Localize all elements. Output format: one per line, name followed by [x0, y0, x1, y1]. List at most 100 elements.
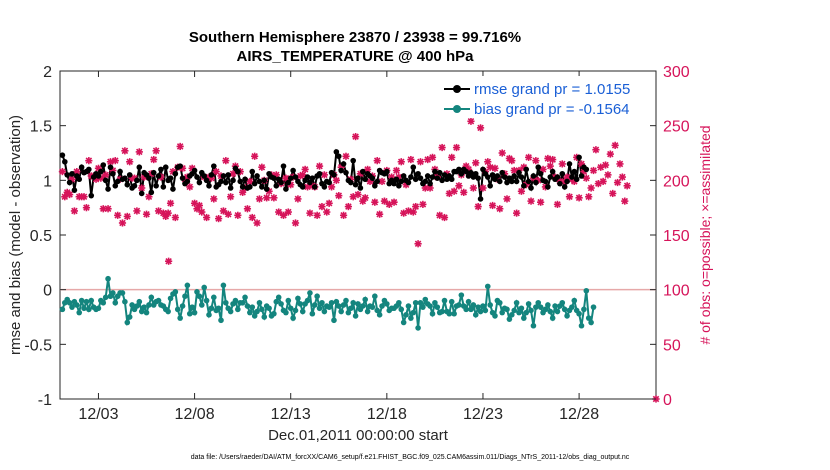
bias-point: [427, 303, 433, 309]
rmse-point: [124, 181, 131, 188]
bias-point: [417, 299, 424, 306]
right-y-axis: 0 50 100 150 200 250 300: [650, 64, 690, 409]
rmse-point: [357, 185, 364, 191]
rmse-point: [484, 174, 491, 180]
rmse-point: [95, 173, 102, 179]
right-y-axis-label: # of obs: o=possible; ×=assimilated: [697, 125, 713, 344]
bias-point: [472, 312, 479, 318]
obs-count-point: [85, 157, 93, 165]
rmse-point: [201, 173, 207, 179]
obs-count-point: [479, 184, 487, 192]
rmse-point: [360, 168, 366, 175]
obs-count-point: [609, 189, 617, 198]
obs-count-point: [198, 208, 206, 216]
bias-point: [347, 305, 354, 312]
bias-point: [352, 313, 359, 319]
bias-point: [576, 310, 582, 317]
bias-point: [95, 305, 102, 312]
rmse-point: [155, 173, 162, 179]
rmse-point: [391, 180, 397, 187]
bias-point: [186, 310, 193, 317]
rmse-point: [287, 175, 294, 181]
rmse-point: [259, 184, 265, 190]
bias-point: [74, 302, 80, 308]
obs-count-point: [70, 207, 79, 215]
bias-point: [468, 306, 474, 313]
rmse-point: [350, 157, 356, 164]
obs-count-point: [138, 184, 146, 192]
bias-point: [311, 302, 318, 308]
obs-count-point: [599, 177, 607, 186]
bias-point: [314, 293, 320, 300]
plot-area: [58, 70, 660, 403]
bias-point: [287, 305, 294, 312]
rmse-point: [230, 177, 236, 184]
right-tick-label: 200: [663, 173, 690, 190]
rmse-point: [71, 187, 78, 193]
bias-point: [487, 302, 493, 308]
bias-point: [283, 309, 289, 316]
bias-point: [379, 303, 385, 309]
left-tick-label: 0.5: [30, 228, 52, 245]
obs-count-point: [378, 177, 386, 186]
bias-point: [266, 305, 272, 312]
rmse-point: [247, 184, 253, 190]
rmse-point: [261, 177, 268, 184]
rmse-point: [138, 190, 145, 197]
rmse-point: [496, 178, 503, 185]
rmse-point: [400, 173, 407, 179]
rmse-point: [511, 173, 518, 179]
rmse-point: [410, 164, 417, 171]
obs-count-point: [460, 188, 468, 196]
rmse-point: [521, 183, 527, 189]
rmse-point: [463, 168, 469, 175]
bias-point: [369, 304, 376, 310]
bias-point: [220, 282, 227, 289]
obs-count-point: [448, 153, 456, 161]
rmse-point: [179, 175, 186, 181]
rmse-point: [112, 183, 119, 189]
rmse-point: [220, 173, 227, 179]
bias-point: [581, 306, 587, 313]
rmse-point: [242, 176, 248, 183]
obs-count-point: [503, 195, 511, 203]
left-y-axis-label: rmse and bias (model - observation): [7, 115, 24, 355]
bias-point: [299, 308, 306, 315]
bias-point: [83, 298, 90, 305]
bias-point: [251, 313, 258, 319]
rmse-point: [480, 166, 486, 173]
obs-count-point: [592, 146, 600, 154]
obs-count-point: [527, 197, 535, 205]
rmse-point: [535, 164, 542, 171]
rmse-point: [100, 162, 107, 168]
bias-point: [374, 307, 381, 314]
x-axis-label: Dec.01,2011 00:00:00 start: [268, 427, 449, 444]
obs-count-point: [171, 213, 179, 222]
right-tick-label: 300: [663, 64, 690, 81]
rmse-point: [434, 175, 441, 181]
bias-point: [506, 316, 513, 322]
rmse-point: [331, 172, 337, 178]
obs-count-point: [537, 198, 545, 206]
obs-count-point: [351, 133, 360, 141]
obs-count-point: [263, 194, 271, 202]
left-tick-label: -0.5: [24, 337, 52, 354]
rmse-point: [576, 154, 582, 161]
obs-count-point: [251, 152, 259, 160]
bias-point: [340, 302, 347, 308]
bias-point: [439, 308, 445, 315]
bias-point: [335, 303, 342, 309]
rmse-point: [86, 166, 92, 173]
obs-count-point: [243, 205, 252, 213]
obs-count-point: [222, 157, 230, 165]
bias-point: [278, 301, 284, 307]
obs-count-point: [361, 194, 369, 202]
bias-point: [232, 297, 239, 304]
rmse-point: [501, 174, 508, 180]
x-tick-label: 12/13: [271, 406, 311, 423]
rmse-point: [516, 169, 522, 176]
rmse-point: [374, 178, 381, 185]
rmse-point: [566, 161, 573, 167]
obs-count-point: [224, 210, 232, 218]
rmse-point: [114, 178, 121, 185]
